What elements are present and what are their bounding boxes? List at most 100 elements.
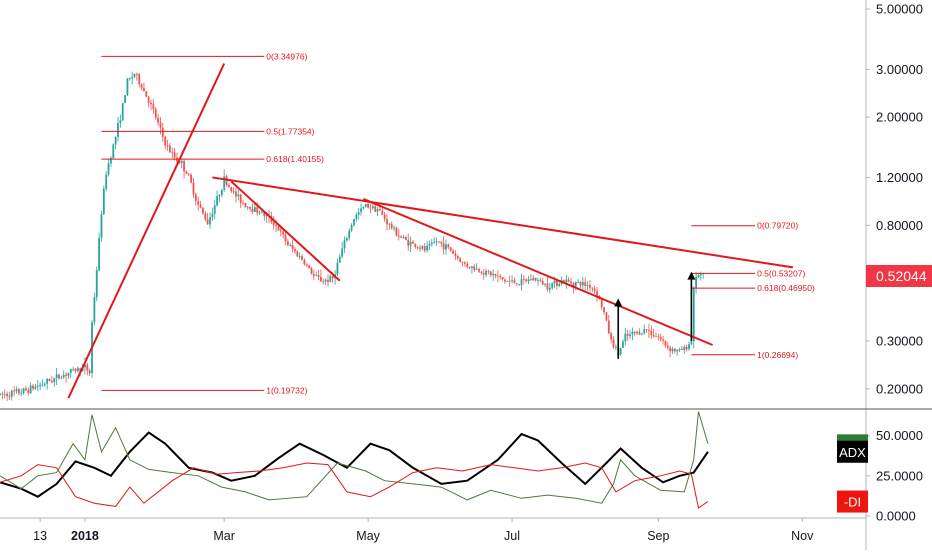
candle-body <box>473 266 476 270</box>
indicator-badge <box>837 490 868 513</box>
candle-body <box>518 284 521 286</box>
candle-body <box>345 238 348 241</box>
candle-body <box>605 312 608 321</box>
x-tick-label: Sep <box>647 529 669 543</box>
candle-body <box>395 227 398 236</box>
candle-body <box>645 329 648 331</box>
candle-body <box>124 95 126 104</box>
candle-body <box>291 245 294 250</box>
candle-body <box>480 271 483 273</box>
candle-body <box>471 266 473 268</box>
last-price-badge <box>866 265 932 288</box>
candle-body <box>584 282 587 286</box>
candle-body <box>76 368 79 372</box>
candle-body <box>676 349 679 352</box>
candle-body <box>437 241 440 243</box>
candle-body <box>227 184 230 187</box>
candle-body <box>312 273 315 276</box>
candle-body <box>612 339 615 348</box>
candle-body <box>426 245 429 251</box>
candle-body <box>607 320 610 334</box>
candle-body <box>614 347 617 349</box>
last-price-label: 0.52044 <box>876 268 927 284</box>
candle-body <box>685 346 688 350</box>
candle-body <box>199 204 202 208</box>
candle-body <box>640 333 643 335</box>
candle-body <box>95 270 98 298</box>
candle-body <box>296 251 299 257</box>
candle-body <box>10 390 13 397</box>
candle-body <box>683 346 686 351</box>
candle-body <box>449 247 452 251</box>
candle-body <box>397 235 400 237</box>
candle-body <box>157 117 159 123</box>
candle-body <box>603 307 605 313</box>
candle-body <box>348 230 351 239</box>
candle-body <box>102 188 105 214</box>
candle-body <box>145 91 148 97</box>
candle-body <box>15 389 18 392</box>
ind-tick-label: 0.0000 <box>876 509 916 524</box>
candle-body <box>496 275 499 277</box>
candle-body <box>581 282 584 286</box>
candle-body <box>466 263 469 267</box>
candle-body <box>515 283 518 285</box>
candle-body <box>72 368 75 370</box>
candle-body <box>555 280 558 287</box>
candle-body <box>376 208 379 212</box>
candle-body <box>633 332 636 334</box>
candle-body <box>98 237 101 271</box>
candle-body <box>508 281 511 282</box>
candle-body <box>55 374 58 379</box>
candle-body <box>105 174 108 189</box>
candle-body <box>3 393 6 395</box>
candle-body <box>202 207 204 214</box>
candle-body <box>235 191 237 197</box>
candle-body <box>22 388 25 393</box>
candle-body <box>114 136 117 145</box>
series-line-adx <box>0 431 709 498</box>
candle-body <box>150 102 152 105</box>
fib-level-label: 0.5(0.53207) <box>757 268 805 278</box>
candle-body <box>112 144 115 159</box>
candle-body <box>303 260 306 265</box>
candle-body <box>60 377 63 379</box>
candle-body <box>317 275 320 277</box>
fib-level-label: 1(0.26694) <box>757 350 798 360</box>
candle-body <box>133 73 136 77</box>
candle-body <box>121 103 124 121</box>
candle-body <box>353 219 355 226</box>
candle-body <box>461 262 464 263</box>
candle-body <box>374 206 377 212</box>
candle-body <box>643 329 646 334</box>
candle-body <box>695 276 698 289</box>
candle-body <box>211 213 214 218</box>
candle-body <box>110 158 112 164</box>
candle-body <box>520 279 523 286</box>
candle-body <box>69 368 72 373</box>
candle-body <box>197 200 200 205</box>
candle-body <box>673 348 676 352</box>
candle-body <box>223 176 226 190</box>
candle-body <box>239 194 242 203</box>
candle-body <box>289 245 292 246</box>
candle-body <box>13 390 16 392</box>
candle-body <box>253 207 256 212</box>
candle-body <box>100 213 103 238</box>
candle-body <box>0 393 1 395</box>
candle-body <box>393 227 395 229</box>
y-tick-label: 1.20000 <box>876 170 923 185</box>
candle-body <box>478 268 480 272</box>
candle-body <box>681 349 683 351</box>
candle-body <box>626 333 629 336</box>
candle-body <box>678 349 681 350</box>
trendline <box>363 198 714 346</box>
candle-body <box>551 283 554 288</box>
fib-level-label: 0.618(1.40155) <box>266 154 324 164</box>
candle-body <box>230 186 233 192</box>
x-tick-label: May <box>356 529 380 543</box>
candle-body <box>504 279 506 282</box>
candle-body <box>213 205 216 214</box>
